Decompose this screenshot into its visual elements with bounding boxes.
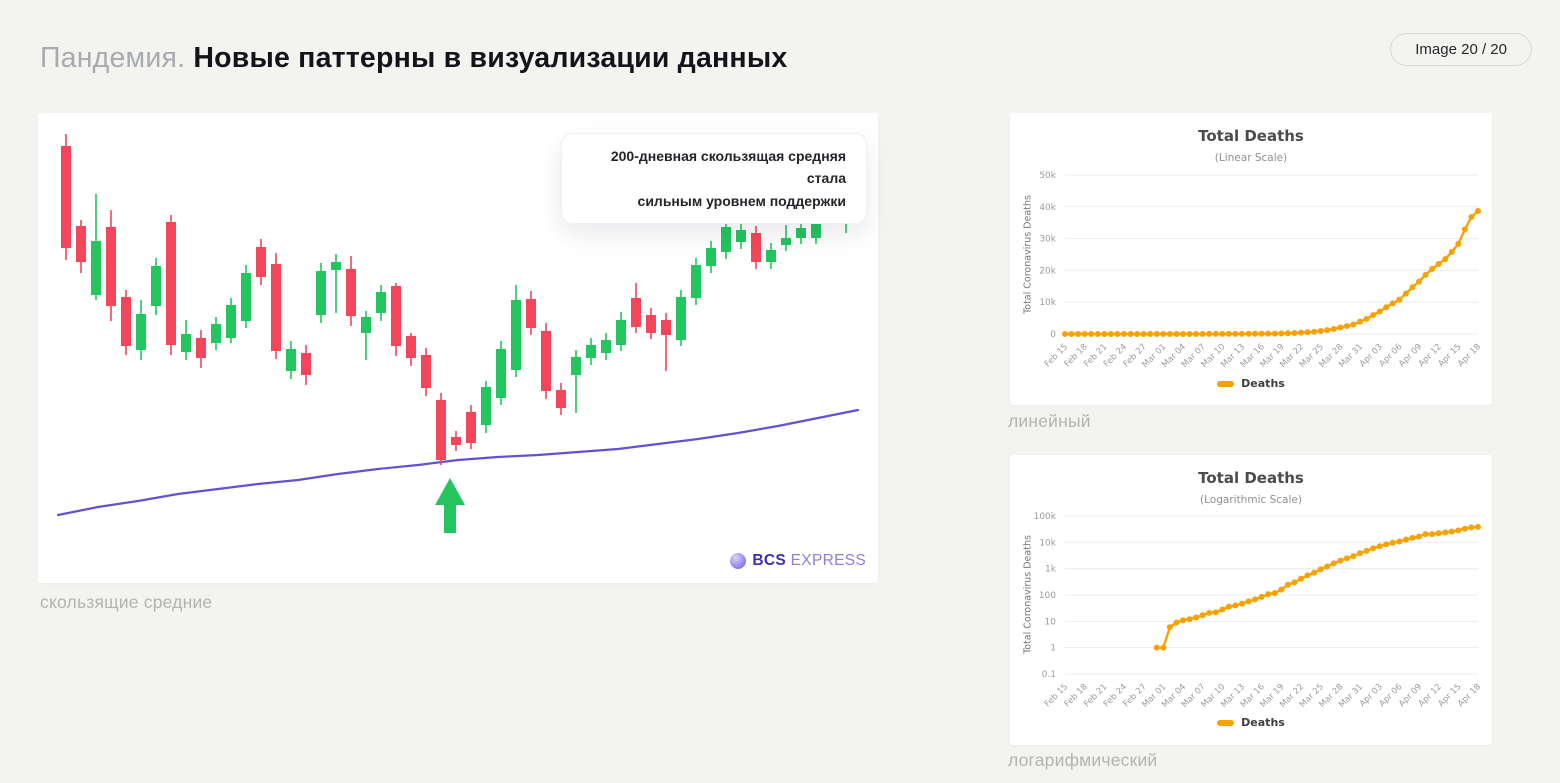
svg-text:1: 1 bbox=[1050, 644, 1056, 654]
log-scale-figure[interactable]: Total Deaths (Logarithmic Scale) Total C… bbox=[1010, 455, 1492, 745]
page-title: Пандемия. Новые паттерны в визуализации … bbox=[40, 42, 787, 75]
legend-log: Deaths bbox=[1010, 716, 1492, 729]
legend-linear: Deaths bbox=[1010, 377, 1492, 390]
chart-title-linear: Total Deaths bbox=[1198, 127, 1304, 145]
chart-subtitle-log: (Logarithmic Scale) bbox=[1200, 494, 1302, 506]
image-counter-badge: Image 20 / 20 bbox=[1390, 33, 1532, 66]
bcs-express-logo: BCS EXPRESS bbox=[730, 552, 866, 570]
deaths-series-marker bbox=[1217, 719, 1235, 726]
page-title-main: Новые паттерны в визуализации данных bbox=[185, 42, 788, 74]
caption-log: логарифмический bbox=[1008, 750, 1158, 770]
caption-linear: линейный bbox=[1008, 411, 1091, 431]
svg-text:100k: 100k bbox=[1034, 512, 1057, 522]
annotation-box: 200-дневная скользящая средняя стала сил… bbox=[561, 133, 867, 225]
legend-label-deaths: Deaths bbox=[1241, 716, 1285, 729]
svg-text:0.1: 0.1 bbox=[1042, 670, 1056, 680]
svg-text:10k: 10k bbox=[1039, 298, 1056, 308]
chart-title-log: Total Deaths bbox=[1198, 469, 1304, 487]
legend-label-deaths: Deaths bbox=[1241, 377, 1285, 390]
svg-text:10k: 10k bbox=[1039, 538, 1056, 548]
annotation-line2: сильным уровнем поддержки bbox=[637, 192, 846, 209]
svg-text:0: 0 bbox=[1050, 330, 1056, 340]
svg-text:100: 100 bbox=[1039, 591, 1056, 601]
linear-scale-figure[interactable]: Total Deaths (Linear Scale) Total Corona… bbox=[1010, 113, 1492, 405]
candlestick-figure[interactable]: 200-дневная скользящая средняя стала сил… bbox=[38, 113, 878, 583]
svg-text:20k: 20k bbox=[1039, 266, 1056, 276]
caption-moving-averages: скользящие средние bbox=[40, 592, 213, 612]
svg-text:40k: 40k bbox=[1039, 203, 1056, 213]
logo-text-bold: BCS bbox=[752, 552, 787, 569]
svg-text:30k: 30k bbox=[1039, 235, 1056, 245]
deaths-series-marker bbox=[1217, 380, 1235, 387]
svg-text:1k: 1k bbox=[1045, 565, 1057, 575]
globe-icon bbox=[730, 553, 747, 569]
svg-text:10: 10 bbox=[1045, 617, 1057, 627]
annotation-line1: 200-дневная скользящая средняя стала bbox=[610, 148, 846, 187]
logo-text-light: EXPRESS bbox=[790, 552, 866, 569]
chart-subtitle-linear: (Linear Scale) bbox=[1214, 152, 1288, 164]
svg-text:50k: 50k bbox=[1039, 171, 1056, 181]
page-title-prefix: Пандемия. bbox=[40, 42, 186, 74]
